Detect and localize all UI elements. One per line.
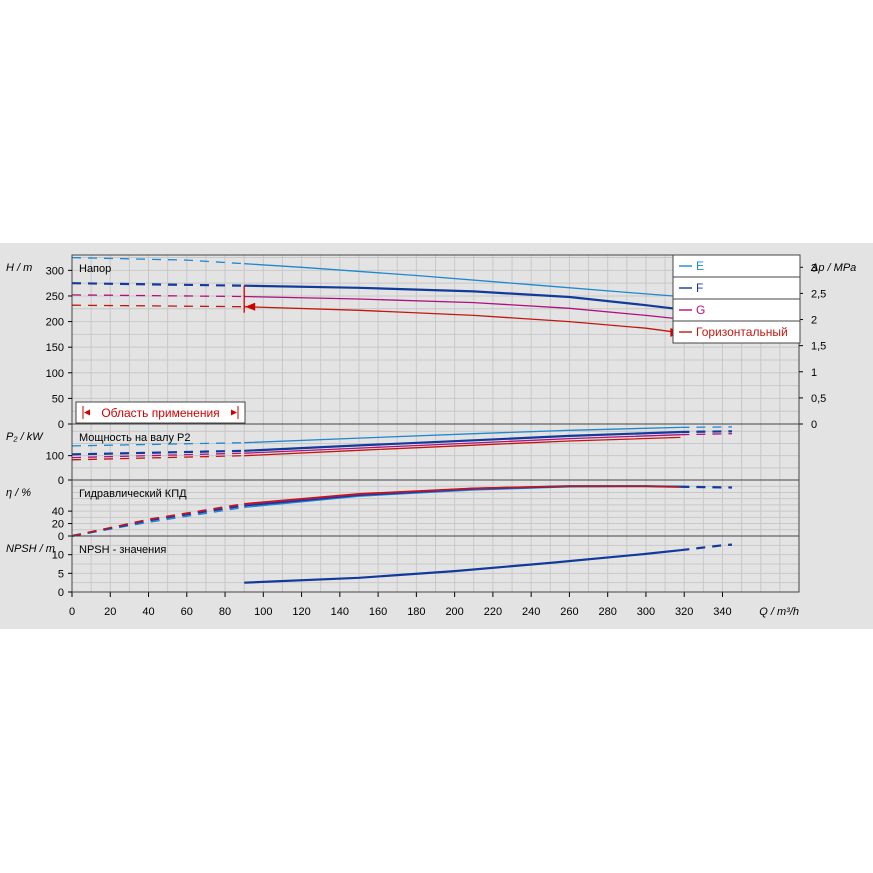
frames	[68, 254, 803, 597]
panel-title-npsh: NPSH - значения	[79, 544, 166, 556]
curve-power-горизонтальный	[244, 436, 681, 457]
curve-power-e	[244, 426, 681, 444]
y-tick-label: 10	[52, 550, 64, 562]
y-tick-label: 250	[46, 291, 64, 303]
range-label-box	[75, 401, 246, 424]
secondary-tick-label: 2,5	[811, 288, 826, 300]
y-axis-label-power: P₂ / kW	[6, 431, 44, 443]
curve-head-e-dashed-low	[71, 256, 245, 265]
range-start-arrow	[245, 302, 256, 311]
curve-head-горизонтальный	[244, 306, 681, 334]
legend-entry-label: E	[696, 259, 704, 273]
secondary-tick-label: 3	[811, 262, 817, 274]
range-label-text: Область применения	[101, 406, 219, 420]
curve-power-e-dashed-high	[680, 426, 733, 429]
curve-power-g-dashed-low	[71, 452, 245, 459]
curve-head-e	[244, 263, 681, 298]
x-tick-label: 80	[219, 606, 231, 618]
y-tick-label: 200	[46, 317, 64, 329]
curve-power-e-dashed-low	[71, 442, 245, 447]
y-tick-label: 0	[58, 475, 64, 487]
x-tick-label: 320	[675, 606, 693, 618]
y-tick-label: 0	[58, 587, 64, 599]
x-tick-label: 140	[331, 606, 349, 618]
x-tick-label: 40	[142, 606, 154, 618]
x-tick-label: 180	[407, 606, 425, 618]
panel-title-head: Напор	[79, 263, 111, 275]
x-tick-label: 220	[484, 606, 502, 618]
panel-title-efficiency: Гидравлический КПД	[79, 488, 187, 500]
x-tick-label: 280	[599, 606, 617, 618]
legend-row-2	[672, 298, 801, 322]
y-tick-label: 0	[58, 531, 64, 543]
legend-entry-label: Горизонтальный	[696, 325, 788, 339]
y-tick-label: 0	[58, 419, 64, 431]
y-tick-label: 5	[58, 568, 64, 580]
range-label-arrow-left	[84, 409, 90, 416]
legend-row-0	[672, 254, 801, 278]
x-tick-label: 0	[69, 606, 75, 618]
legend-row-1	[672, 276, 801, 300]
range-label-arrow-right	[231, 409, 237, 416]
curve-head-горизонтальный-dashed-low	[71, 304, 245, 308]
y-tick-label: 40	[52, 506, 64, 518]
curve-head-g	[244, 295, 681, 320]
x-tick-label: 20	[104, 606, 116, 618]
curve-head-g-dashed-low	[71, 294, 245, 298]
secondary-axis-label: Δp / MPa	[810, 262, 856, 274]
curve-power-горизонтальный-dashed-low	[71, 455, 245, 461]
x-tick-label: 240	[522, 606, 540, 618]
curve-efficiency-горизонтальный	[244, 485, 681, 505]
curves	[71, 256, 733, 584]
y-tick-label: 150	[46, 342, 64, 354]
y-tick-label: 50	[52, 393, 64, 405]
y-axis-label-npsh: NPSH / m	[6, 543, 55, 555]
x-tick-label: 200	[445, 606, 463, 618]
y-tick-label: 100	[46, 368, 64, 380]
secondary-tick-label: 2	[811, 315, 817, 327]
labels: 0 20 40 60 80 100 120 140 160 180 200 220 240 260 280 3…	[6, 259, 856, 618]
y-axis-label-efficiency: η / %	[6, 487, 31, 499]
curve-npsh-npsh	[244, 549, 681, 584]
x-tick-label: 120	[292, 606, 310, 618]
x-tick-label: 100	[254, 606, 272, 618]
x-tick-label: 260	[560, 606, 578, 618]
legend-row-3	[672, 320, 801, 344]
secondary-tick-label: 1	[811, 367, 817, 379]
curve-head-f-dashed-low	[71, 282, 245, 287]
curve-npsh-npsh-dashed-high	[680, 543, 733, 552]
x-tick-label: 340	[713, 606, 731, 618]
secondary-tick-label: 0	[811, 419, 817, 431]
curve-efficiency-f-dashed-high	[680, 485, 733, 489]
x-tick-label: 60	[181, 606, 193, 618]
curve-power-f-dashed-low	[71, 449, 245, 456]
secondary-tick-label: 1,5	[811, 341, 826, 353]
legend-entry-label: F	[696, 281, 703, 295]
y-tick-label: 20	[52, 519, 64, 531]
curve-head-f	[244, 284, 681, 311]
curve-power-g-dashed-high	[680, 433, 733, 436]
curve-power-f-dashed-high	[680, 430, 733, 434]
y-tick-label: 300	[46, 265, 64, 277]
panel-title-power: Мощность на валу P2	[79, 432, 191, 444]
panel-frame-npsh	[71, 535, 800, 593]
x-tick-label: 300	[637, 606, 655, 618]
x-axis-label: Q / m³/h	[759, 606, 799, 618]
x-tick-label: 160	[369, 606, 387, 618]
legend-entry-label: G	[696, 303, 705, 317]
curve-power-f	[244, 430, 681, 452]
secondary-tick-label: 0,5	[811, 393, 826, 405]
y-tick-label: 100	[46, 451, 64, 463]
curve-power-g	[244, 434, 681, 454]
y-axis-label-head: H / m	[6, 262, 32, 274]
